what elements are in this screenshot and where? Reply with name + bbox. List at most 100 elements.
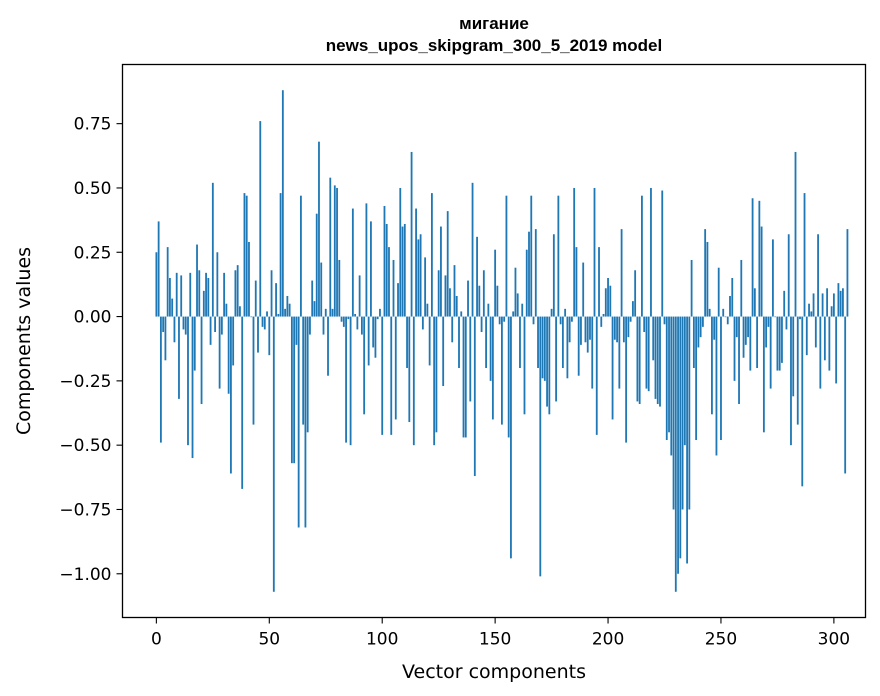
bar-198 — [602, 313, 605, 317]
bar-305 — [844, 316, 847, 474]
bar-89 — [356, 316, 359, 330]
bar-218 — [647, 316, 650, 392]
bar-74 — [322, 316, 325, 335]
bar-143 — [478, 285, 481, 317]
bar-277 — [781, 316, 783, 363]
bar-186 — [575, 247, 578, 317]
bar-291 — [812, 293, 815, 317]
bar-270 — [765, 316, 768, 348]
y-tick-label: 0.00 — [74, 308, 112, 328]
bar-84 — [345, 316, 347, 443]
bar-28 — [218, 316, 221, 389]
bar-219 — [650, 187, 652, 317]
bar-76 — [327, 316, 329, 376]
bar-9 — [175, 272, 178, 317]
bar-227 — [668, 316, 670, 433]
bar-137 — [464, 316, 467, 438]
bar-235 — [686, 316, 688, 564]
bar-202 — [611, 316, 614, 420]
bar-265 — [753, 288, 756, 317]
bar-272 — [769, 316, 772, 389]
bar-98 — [376, 316, 379, 320]
bar-224 — [661, 190, 664, 317]
bar-258 — [738, 316, 740, 405]
bar-31 — [225, 303, 228, 317]
bar-83 — [342, 316, 345, 327]
bar-208 — [625, 316, 628, 443]
bar-193 — [591, 316, 594, 389]
bar-8 — [173, 316, 176, 343]
bar-44 — [254, 280, 257, 317]
bar-211 — [631, 301, 634, 317]
bar-60 — [290, 316, 293, 464]
bar-275 — [776, 316, 779, 371]
bar-228 — [670, 316, 673, 456]
bar-185 — [573, 187, 576, 317]
bar-263 — [749, 316, 752, 371]
bar-239 — [695, 316, 698, 441]
bar-4 — [164, 316, 167, 361]
bar-151 — [496, 285, 499, 317]
bar-296 — [823, 316, 826, 361]
bar-204 — [616, 316, 618, 343]
bar-232 — [679, 316, 682, 559]
bar-215 — [641, 195, 643, 317]
bar-86 — [349, 316, 352, 446]
bar-40 — [245, 195, 248, 317]
bar-55 — [279, 193, 282, 317]
bar-70 — [313, 301, 316, 317]
bar-169 — [537, 316, 539, 369]
bar-200 — [607, 277, 609, 317]
bar-106 — [394, 316, 397, 420]
bar-210 — [629, 316, 632, 322]
bar-214 — [638, 316, 641, 405]
x-tick-label: 200 — [592, 630, 624, 650]
bar-261 — [744, 316, 747, 345]
bar-197 — [600, 316, 603, 327]
bar-184 — [571, 316, 573, 322]
bar-156 — [507, 316, 510, 438]
bar-7 — [171, 298, 174, 317]
bar-217 — [645, 316, 648, 389]
y-tick-label: 0.75 — [74, 115, 112, 135]
bar-226 — [665, 316, 668, 441]
bar-3 — [162, 316, 165, 332]
bar-79 — [333, 185, 336, 317]
plot-area-frame — [121, 63, 867, 619]
bar-113 — [410, 151, 413, 317]
bar-244 — [706, 241, 709, 317]
bar-196 — [598, 247, 600, 317]
bar-145 — [482, 270, 485, 317]
bar-119 — [424, 257, 427, 317]
bar-206 — [620, 229, 623, 317]
bar-12 — [182, 316, 185, 330]
bar-29 — [220, 316, 223, 335]
bar-105 — [392, 259, 395, 317]
bar-124 — [435, 316, 438, 433]
bar-286 — [801, 316, 804, 487]
bar-178 — [557, 195, 560, 317]
bar-242 — [701, 316, 704, 327]
bar-216 — [643, 316, 646, 332]
bar-157 — [510, 316, 512, 559]
bar-85 — [347, 316, 350, 320]
bar-13 — [184, 316, 187, 335]
bar-91 — [360, 316, 363, 335]
y-tick-label: −0.25 — [59, 372, 111, 392]
bar-229 — [672, 316, 675, 510]
bar-207 — [622, 316, 625, 343]
bar-10 — [178, 316, 180, 399]
bar-253 — [726, 316, 729, 325]
bar-50 — [268, 316, 271, 356]
bar-134 — [458, 316, 460, 369]
bar-284 — [796, 316, 799, 425]
bar-125 — [437, 270, 440, 317]
bar-92 — [363, 316, 366, 415]
bar-109 — [401, 226, 404, 317]
bar-175 — [550, 308, 553, 317]
bar-264 — [751, 198, 754, 317]
bar-22 — [205, 272, 207, 317]
bar-152 — [498, 316, 501, 325]
bar-147 — [487, 303, 490, 317]
